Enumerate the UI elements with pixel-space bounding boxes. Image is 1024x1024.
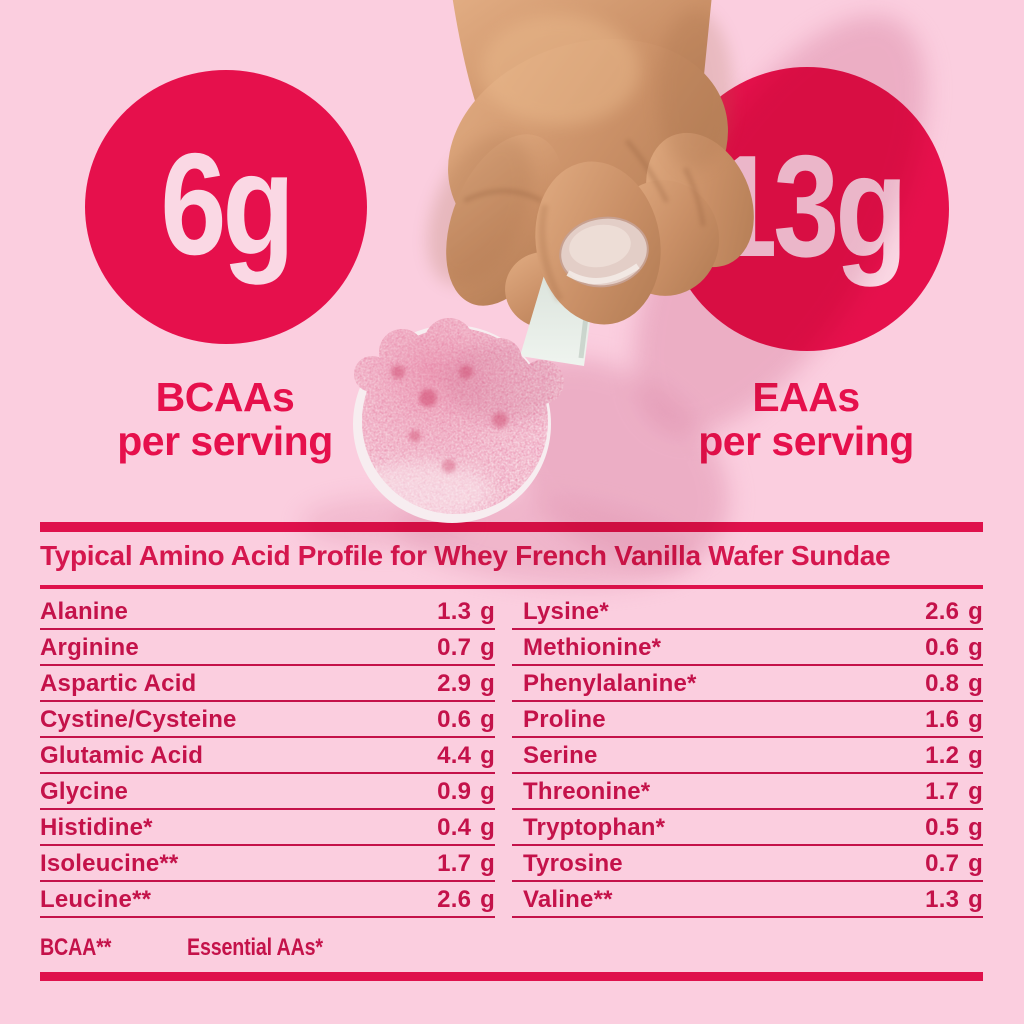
amino-row: Arginine 0.7 g: [40, 630, 495, 666]
amino-row: Cystine/Cysteine 0.6 g: [40, 702, 495, 738]
table-top-rule: [40, 522, 983, 532]
eaa-label-line1: EAAs: [752, 374, 860, 420]
amino-row: Leucine** 2.6 g: [40, 882, 495, 918]
scoop-handle: [520, 254, 601, 366]
footnote-bcaa: BCAA**: [40, 934, 112, 961]
footnote-essential-aas: Essential AAs*: [187, 934, 323, 961]
amino-name: Glycine: [40, 778, 129, 805]
eaa-grams-value: 13g: [710, 124, 908, 287]
amino-row: Glutamic Acid 4.4 g: [40, 738, 495, 774]
amino-name: Phenylalanine*: [523, 670, 697, 697]
amino-value: 0.7 g: [925, 850, 983, 877]
scoop-handle-top: [571, 148, 614, 212]
amino-value: 1.7 g: [925, 778, 983, 805]
amino-value: 2.6 g: [437, 886, 495, 913]
amino-name: Cystine/Cysteine: [40, 706, 237, 733]
amino-name: Tyrosine: [523, 850, 623, 877]
amino-name: Arginine: [40, 634, 139, 661]
amino-name: Isoleucine**: [40, 850, 179, 877]
amino-value: 2.6 g: [925, 598, 983, 625]
amino-name: Glutamic Acid: [40, 742, 204, 769]
hand-shading: [427, 134, 533, 286]
amino-name: Leucine**: [40, 886, 152, 913]
amino-value: 1.3 g: [437, 598, 495, 625]
table-bottom-rule: [40, 972, 983, 981]
amino-value: 1.7 g: [437, 850, 495, 877]
amino-value: 0.5 g: [925, 814, 983, 841]
amino-row: Tyrosine 0.7 g: [512, 846, 983, 882]
amino-name: Histidine*: [40, 814, 153, 841]
amino-value: 0.8 g: [925, 670, 983, 697]
amino-name: Tryptophan*: [523, 814, 666, 841]
bcaa-label-line2: per serving: [117, 418, 333, 464]
amino-name: Alanine: [40, 598, 129, 625]
amino-row: Tryptophan* 0.5 g: [512, 810, 983, 846]
amino-row: Proline 1.6 g: [512, 702, 983, 738]
amino-row: Lysine* 2.6 g: [512, 594, 983, 630]
amino-row: Threonine* 1.7 g: [512, 774, 983, 810]
eaa-stat-circle: 13g: [665, 67, 949, 351]
amino-row: Serine 1.2 g: [512, 738, 983, 774]
table-title: Typical Amino Acid Profile for Whey Fren…: [40, 540, 891, 571]
amino-column-right: Lysine* 2.6 g Methionine* 0.6 g Phenylalanine*…: [512, 594, 983, 918]
amino-row: Valine** 1.3 g: [512, 882, 983, 918]
amino-row: Histidine* 0.4 g: [40, 810, 495, 846]
amino-name: Proline: [523, 706, 606, 733]
amino-row: Isoleucine** 1.7 g: [40, 846, 495, 882]
amino-value: 0.7 g: [437, 634, 495, 661]
amino-name: Threonine*: [523, 778, 651, 805]
amino-row: Glycine 0.9 g: [40, 774, 495, 810]
bcaa-stat-label: BCAAs per serving: [25, 375, 425, 463]
amino-value: 1.2 g: [925, 742, 983, 769]
amino-value: 0.6 g: [925, 634, 983, 661]
amino-name: Aspartic Acid: [40, 670, 197, 697]
amino-value: 1.3 g: [925, 886, 983, 913]
eaa-stat-label: EAAs per serving: [606, 375, 1006, 463]
thumb: [535, 161, 661, 325]
bcaa-grams-value: 6g: [160, 122, 296, 285]
amino-name: Methionine*: [523, 634, 662, 661]
amino-value: 0.4 g: [437, 814, 495, 841]
amino-name: Lysine*: [523, 598, 609, 625]
hand-highlight: [480, 15, 640, 125]
index-finger: [446, 134, 564, 306]
thumb-nail: [559, 216, 649, 288]
amino-row: Aspartic Acid 2.9 g: [40, 666, 495, 702]
amino-name: Valine**: [523, 886, 613, 913]
eaa-label-line2: per serving: [698, 418, 914, 464]
amino-row: Alanine 1.3 g: [40, 594, 495, 630]
amino-value: 0.9 g: [437, 778, 495, 805]
amino-column-left: Alanine 1.3 g Arginine 0.7 g Aspartic Acid 2.9 g…: [40, 594, 495, 918]
bcaa-label-line1: BCAAs: [155, 374, 295, 420]
table-title-rule: [40, 585, 983, 589]
amino-name: Serine: [523, 742, 598, 769]
amino-value: 4.4 g: [437, 742, 495, 769]
amino-row: Methionine* 0.6 g: [512, 630, 983, 666]
amino-row: Phenylalanine* 0.8 g: [512, 666, 983, 702]
amino-value: 1.6 g: [925, 706, 983, 733]
amino-value: 0.6 g: [437, 706, 495, 733]
amino-value: 2.9 g: [437, 670, 495, 697]
bcaa-stat-circle: 6g: [85, 70, 367, 344]
